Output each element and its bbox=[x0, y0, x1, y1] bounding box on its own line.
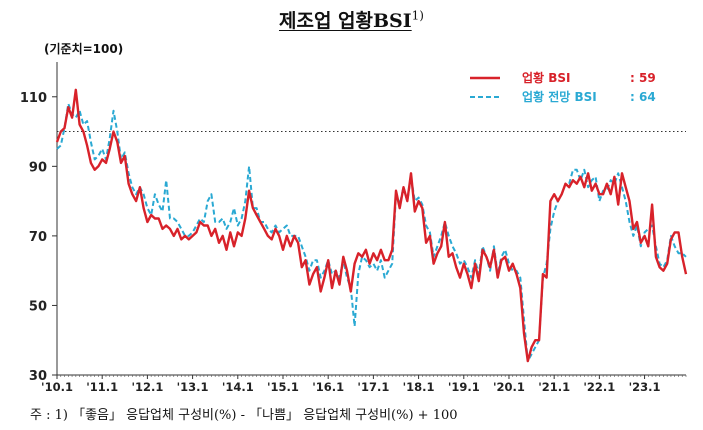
x-tick-label: '14.1 bbox=[222, 380, 254, 394]
chart-title: 제조업 업황BSI1) bbox=[0, 6, 703, 33]
y-tick-label: 50 bbox=[29, 299, 47, 314]
x-tick-label: '17.1 bbox=[357, 380, 389, 394]
chart-legend: 업황 BSI : 59 업황 전망 BSI : 64 bbox=[470, 70, 656, 104]
x-tick-label: '19.1 bbox=[448, 380, 480, 394]
x-tick-label: '10.1 bbox=[41, 380, 73, 394]
x-tick-label: '23.1 bbox=[629, 380, 661, 394]
legend-value-outlook: : 64 bbox=[630, 90, 656, 104]
x-tick-label: '22.1 bbox=[583, 380, 615, 394]
x-tick-label: '16.1 bbox=[312, 380, 344, 394]
x-tick-label: '12.1 bbox=[131, 380, 163, 394]
legend-label-actual: 업황 BSI bbox=[522, 70, 571, 85]
y-tick-label: 70 bbox=[29, 230, 47, 245]
y-tick-label: 90 bbox=[29, 160, 47, 175]
legend-value-actual: : 59 bbox=[630, 71, 656, 85]
y-tick-label: 110 bbox=[20, 91, 47, 106]
x-tick-label: '15.1 bbox=[267, 380, 299, 394]
x-tick-label: '11.1 bbox=[86, 380, 118, 394]
y-tick-label: 30 bbox=[29, 369, 47, 384]
series-line-actual bbox=[55, 88, 688, 363]
x-tick-label: '13.1 bbox=[177, 380, 209, 394]
x-tick-label: '20.1 bbox=[493, 380, 525, 394]
footnote: 주 : 1) 「좋음」 응답업체 구성비(%) - 「나쁨」 응답업체 구성비(… bbox=[30, 408, 458, 423]
unit-label: (기준치=100) bbox=[44, 42, 124, 56]
chart-title-text: 제조업 업황BSI bbox=[278, 10, 412, 32]
x-tick-label: '18.1 bbox=[403, 380, 435, 394]
series-group bbox=[55, 88, 688, 363]
series-line-outlook bbox=[56, 102, 687, 363]
x-tick-label: '21.1 bbox=[538, 380, 570, 394]
legend-label-outlook: 업황 전망 BSI bbox=[522, 89, 597, 104]
chart-title-note: 1) bbox=[411, 8, 424, 23]
chart-axes: 30 50 70 90 110 '10.1 '11.1 '12.1 '13.1 '14.1 '15.… bbox=[20, 62, 687, 394]
